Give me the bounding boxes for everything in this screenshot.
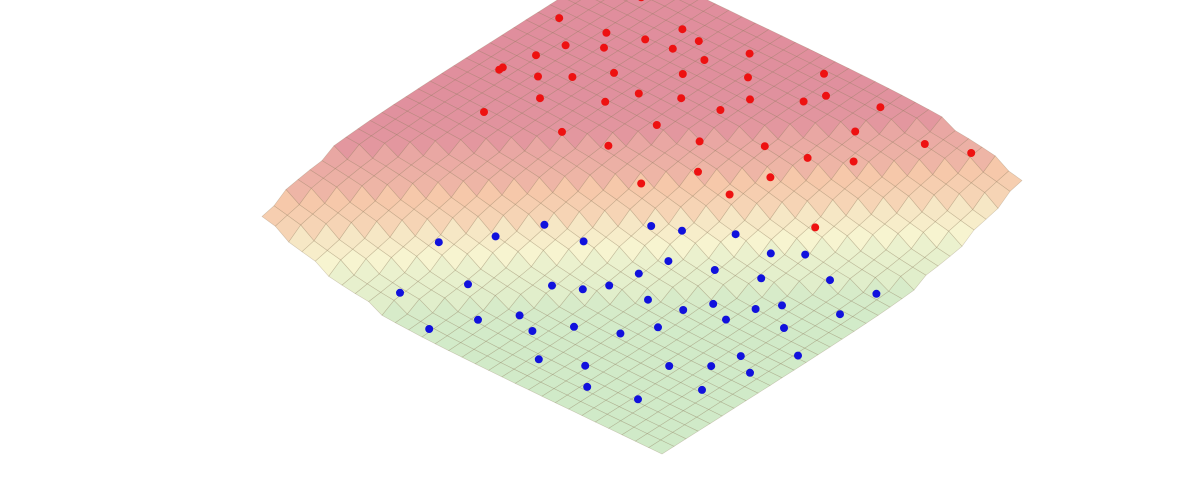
scatter-point xyxy=(725,190,734,199)
scatter-point xyxy=(751,305,760,313)
scatter-point xyxy=(694,167,702,176)
points xyxy=(396,0,976,404)
scatter-point xyxy=(568,73,577,81)
scatter-point xyxy=(602,28,611,37)
scatter-point xyxy=(540,220,549,229)
scatter-point xyxy=(464,280,472,289)
scatter-point xyxy=(694,37,703,46)
scatter-point xyxy=(532,51,540,60)
scatter-point xyxy=(634,89,643,98)
scatter-point xyxy=(780,324,788,332)
scatter-point xyxy=(579,237,588,246)
scatter-point xyxy=(581,361,590,370)
scatter-point xyxy=(434,238,443,247)
scatter-point xyxy=(746,368,754,377)
scatter-point xyxy=(425,325,434,333)
scatter-point xyxy=(820,69,828,78)
scatter-point xyxy=(822,91,830,100)
scatter-point xyxy=(534,72,542,81)
scatter-point xyxy=(716,106,725,114)
scatter-point xyxy=(826,276,834,285)
scatter-point xyxy=(872,289,881,298)
scatter-point xyxy=(967,149,976,157)
scatter-point xyxy=(644,295,652,304)
scatter-point xyxy=(695,137,704,146)
scatter-point xyxy=(849,157,858,166)
scatter-point xyxy=(637,179,646,188)
surface xyxy=(261,0,1023,455)
scatter-point xyxy=(700,56,709,64)
scatter-point xyxy=(745,49,754,58)
scatter-point xyxy=(534,355,543,364)
scatter-point xyxy=(664,257,673,266)
scatter-point xyxy=(601,97,610,106)
scatter-point xyxy=(803,153,812,162)
scatter-point xyxy=(634,395,642,404)
scatter-point xyxy=(548,281,556,290)
scatter-point xyxy=(920,140,929,148)
scatter-point xyxy=(647,222,656,230)
scatter-point xyxy=(746,95,754,104)
scatter-point xyxy=(851,127,860,136)
scatter-point xyxy=(480,108,488,116)
scatter-point xyxy=(600,43,608,52)
scatter-point xyxy=(491,232,500,241)
scatter-point xyxy=(555,14,564,23)
scatter-point xyxy=(638,0,645,2)
scatter-point xyxy=(536,94,544,103)
scatter-point xyxy=(709,299,718,308)
scatter-point xyxy=(677,94,686,103)
scatter-point xyxy=(757,274,766,283)
scatter-point xyxy=(678,70,687,78)
scatter-point xyxy=(558,127,566,136)
scatter-point xyxy=(736,352,745,361)
scatter-point xyxy=(876,103,885,112)
scatter-point xyxy=(495,65,504,74)
scatter-point xyxy=(760,142,769,151)
scatter-point xyxy=(668,44,677,53)
scatter-point xyxy=(731,230,740,239)
scatter-point xyxy=(801,250,810,259)
scatter-point xyxy=(766,249,775,258)
scatter-point xyxy=(678,25,687,34)
scatter-point xyxy=(811,223,820,232)
scatter-point xyxy=(794,351,802,360)
scatter-point xyxy=(665,362,674,370)
scatter-point xyxy=(583,382,592,391)
scatter-point xyxy=(578,285,587,294)
scatter-point xyxy=(610,68,618,77)
scatter-point xyxy=(744,73,752,82)
scatter-point xyxy=(707,362,716,371)
surface-patch xyxy=(623,0,629,2)
scatter-point xyxy=(641,35,650,44)
surface-patch xyxy=(648,439,675,455)
scatter-point xyxy=(528,327,537,335)
scatter-point xyxy=(396,288,404,297)
scatter-point xyxy=(474,315,482,324)
scatter-point xyxy=(652,121,661,129)
scatter-point xyxy=(799,97,808,106)
scatter-point xyxy=(679,306,688,314)
scatter-point xyxy=(570,322,578,331)
scatter-point xyxy=(605,281,614,290)
scatter-point xyxy=(766,173,775,182)
scatter-point xyxy=(604,141,613,150)
scatter-point xyxy=(561,41,570,50)
scatter-point xyxy=(654,323,662,332)
scatter-point xyxy=(710,266,719,274)
scatter-point xyxy=(515,311,524,320)
scatter-point xyxy=(634,269,643,278)
scatter-point xyxy=(836,310,844,319)
scatter-point xyxy=(698,385,706,394)
scatter-point xyxy=(678,226,686,235)
scatter-point xyxy=(616,329,625,338)
scatter-point xyxy=(722,315,730,324)
scatter-point xyxy=(778,301,786,310)
